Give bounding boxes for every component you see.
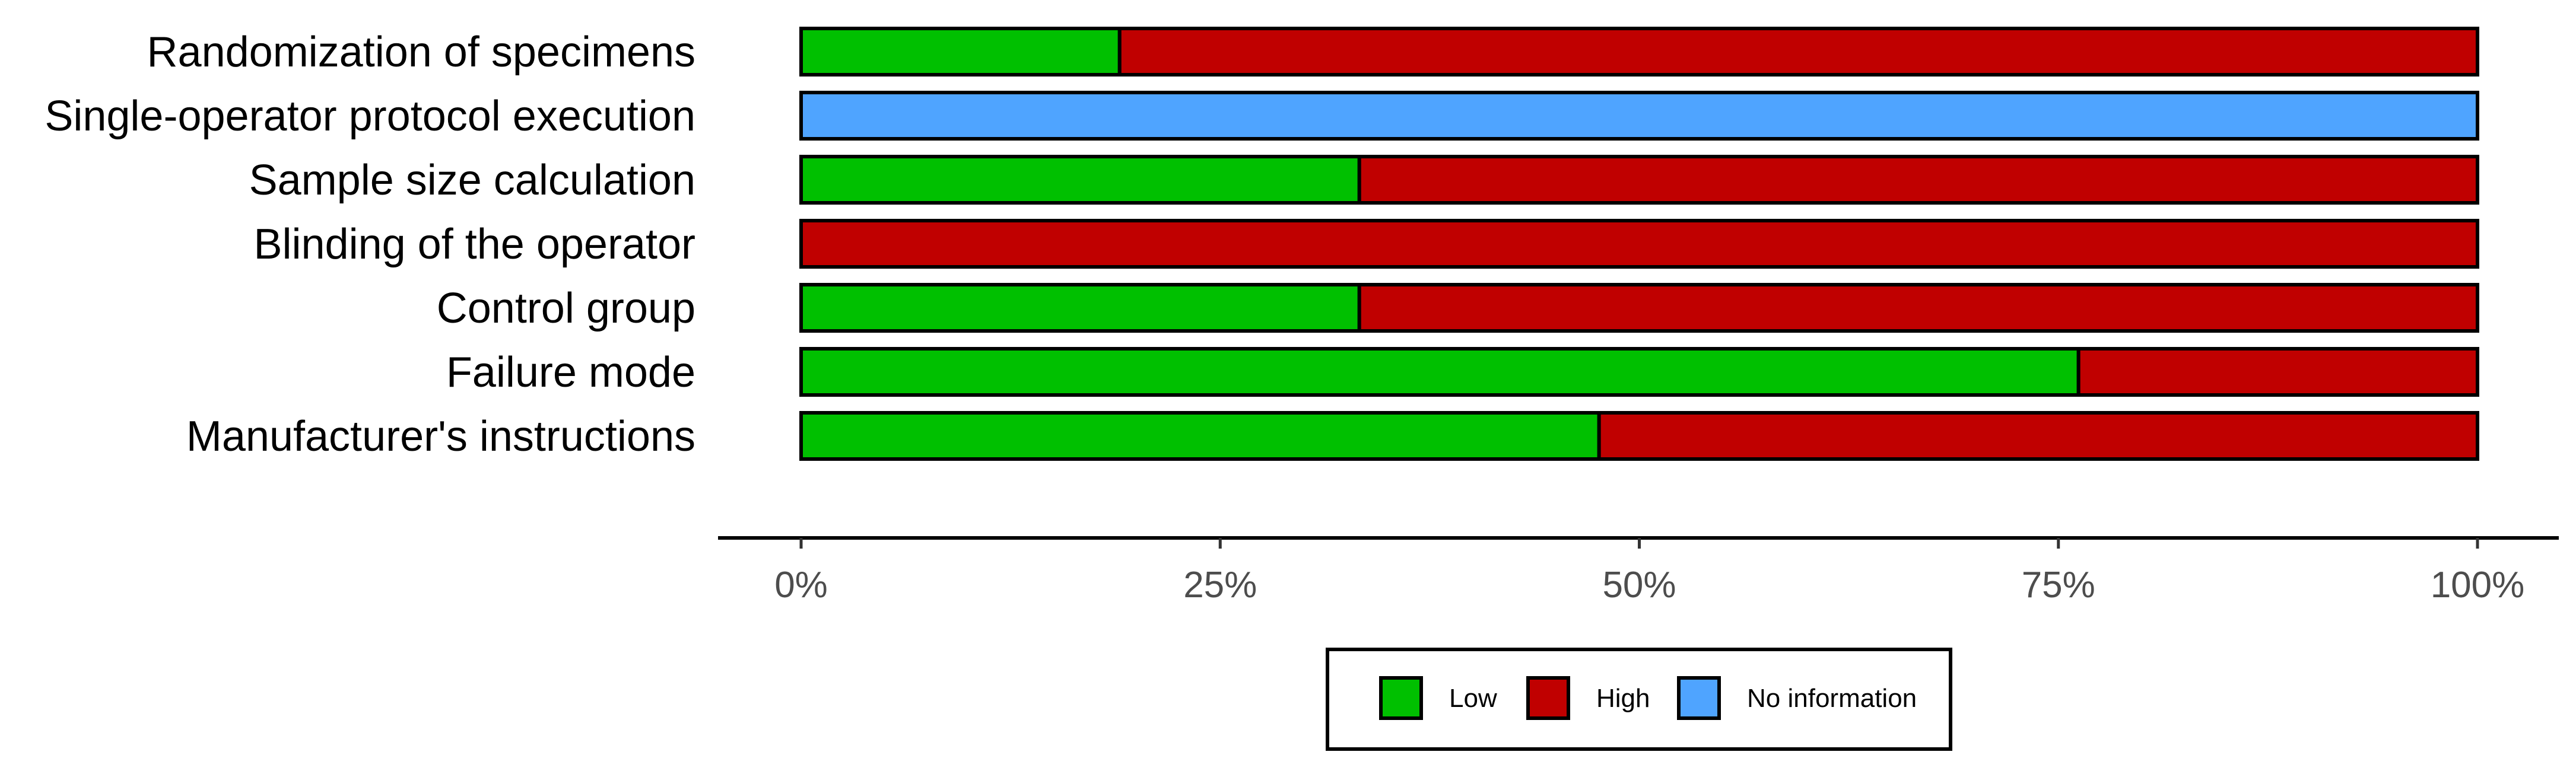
bar-segment-low [799,411,1601,461]
category-label: Blinding of the operator [253,221,695,268]
bar-segment-low [799,27,1122,77]
bar-segment-low [799,347,2081,397]
legend-key-no-information [1677,676,1721,720]
x-tick-label: 0% [774,565,828,606]
legend-label: High [1596,684,1650,713]
legend-label: No information [1747,684,1917,713]
legend-label: Low [1449,684,1497,713]
category-label: Sample size calculation [249,157,695,204]
category-label: Manufacturer's instructions [186,413,695,460]
bar-segment-low [799,155,1361,205]
legend-box [1326,648,1952,751]
bar-segment-high [1357,155,2480,205]
bar-segment-high [1117,27,2479,77]
x-tick-label: 50% [1602,565,1676,606]
x-tick-label: 25% [1183,565,1257,606]
legend-key-low [1379,676,1423,720]
legend: Low High No information [1326,648,1952,751]
x-axis: 0% 25% 50% 75% 100% [718,536,2559,606]
bar-segment-high [1357,283,2480,333]
x-tick-label: 100% [2431,565,2525,606]
category-labels: Randomization of specimens Single-operato… [45,28,695,460]
bar-segment-no-information [799,91,2479,141]
category-label: Control group [437,285,695,332]
bar-segment-high [1597,411,2479,461]
legend-key-high [1526,676,1570,720]
x-tick-label: 75% [2022,565,2095,606]
category-label: Single-operator protocol execution [45,93,695,140]
category-label: Failure mode [446,349,695,396]
category-label: Randomization of specimens [147,28,695,76]
bar-segment-high [799,219,2479,269]
bar-segment-high [2076,347,2479,397]
bar-segment-low [799,283,1361,333]
bars [799,27,2480,461]
